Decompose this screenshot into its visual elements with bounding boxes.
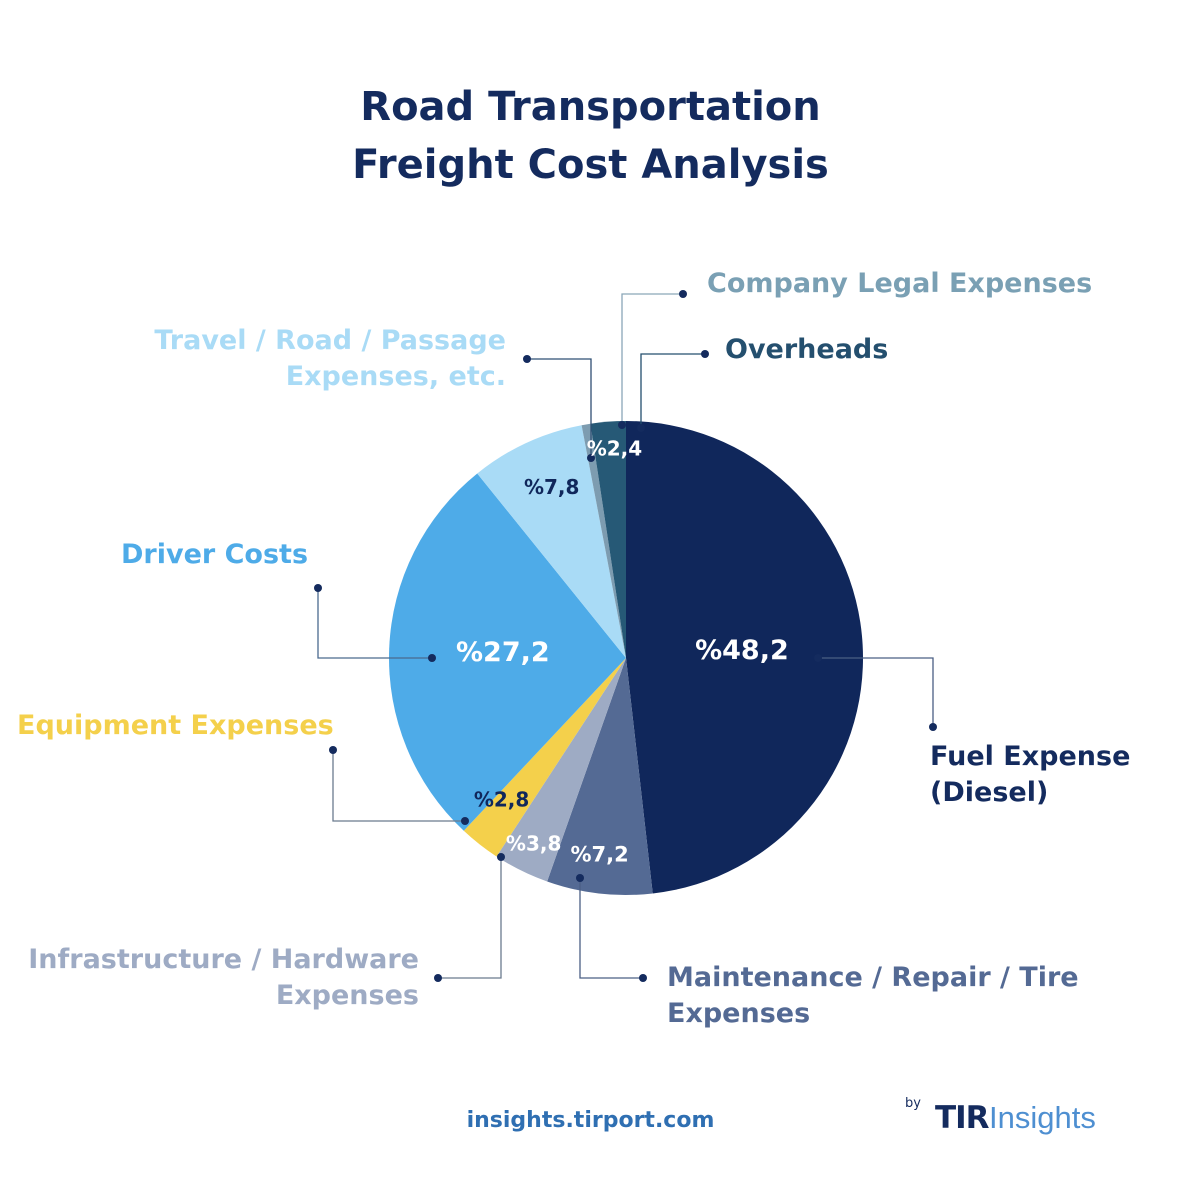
leader-equipment-dot — [329, 746, 337, 754]
leader-fuel — [818, 657, 934, 727]
brand-logo: by TIR Insights — [905, 1094, 1120, 1142]
label-maintenance: Maintenance / Repair / Tire Expenses — [667, 960, 1079, 1032]
label-travel-line-1: Travel / Road / Passage — [154, 325, 506, 356]
leader-travel — [527, 358, 592, 458]
label-maintenance-line-2: Expenses — [667, 998, 811, 1029]
pie-percent-label: %2,8 — [474, 788, 529, 812]
pie-percent-label: %7,8 — [524, 475, 579, 499]
leader-overheads-dot — [701, 350, 709, 358]
leader-overheads — [640, 353, 705, 428]
label-fuel: Fuel Expense (Diesel) — [930, 739, 1130, 811]
label-company-legal-line-1: Company Legal Expenses — [707, 268, 1093, 299]
leader-company-legal-dot — [618, 421, 626, 429]
pie-percent-label: %48,2 — [695, 635, 789, 666]
label-fuel-line-2: (Diesel) — [930, 777, 1049, 808]
pie-slice-driver-costs — [388, 473, 626, 831]
leader-infrastructure-dot — [434, 974, 442, 982]
label-infrastructure-line-2: Expenses — [275, 980, 419, 1011]
label-fuel-line-1: Fuel Expense — [930, 741, 1131, 772]
title-line-1: Road Transportation — [360, 84, 821, 130]
leader-driver-costs-dot — [428, 654, 436, 662]
pie-slice-maintenance-repair-tire-expenses — [547, 658, 653, 896]
label-travel-line-2: Expenses, etc. — [285, 361, 506, 392]
pie-slice-travel-road-passage-expenses-etc — [477, 425, 626, 658]
leader-infrastructure-dot — [497, 853, 505, 861]
leader-driver-costs — [317, 588, 432, 659]
leader-fuel-dot — [929, 723, 937, 731]
brand-tir: TIR — [935, 1100, 990, 1136]
leader-travel-dot — [587, 454, 595, 462]
leader-maintenance-dot — [639, 974, 647, 982]
label-infrastructure-line-1: Infrastructure / Hardware — [28, 944, 419, 975]
label-company-legal: Company Legal Expenses — [707, 266, 1092, 302]
pie-percent-label: %2,4 — [587, 436, 642, 460]
leader-equipment-dot — [461, 817, 469, 825]
label-driver-costs: Driver Costs — [121, 537, 308, 573]
leader-driver-costs-dot — [314, 584, 322, 592]
pie-slice-overheads — [590, 421, 626, 658]
label-equipment-line-1: Equipment Expenses — [17, 710, 334, 741]
pie-slice-equipment-expenses — [463, 658, 626, 857]
pie-slice-infrastructure-hardware-expenses — [496, 658, 626, 882]
brand-by: by — [905, 1096, 921, 1111]
pie-percent-label: %27,2 — [456, 637, 550, 668]
leader-fuel-dot — [814, 654, 822, 662]
leader-equipment — [332, 750, 465, 822]
brand-insights: Insights — [989, 1100, 1096, 1135]
label-maintenance-line-1: Maintenance / Repair / Tire — [667, 962, 1079, 993]
leader-overheads-dot — [637, 424, 645, 432]
page-title: Road Transportation Freight Cost Analysi… — [0, 78, 1181, 194]
label-overheads: Overheads — [725, 332, 888, 368]
leader-infrastructure — [438, 857, 502, 979]
label-infrastructure: Infrastructure / Hardware Expenses — [28, 942, 419, 1014]
leader-maintenance — [579, 878, 643, 979]
leader-travel-dot — [523, 355, 531, 363]
label-travel: Travel / Road / Passage Expenses, etc. — [154, 323, 506, 395]
label-overheads-line-1: Overheads — [725, 334, 889, 365]
title-line-2: Freight Cost Analysis — [352, 142, 829, 188]
footer-url[interactable]: insights.tirport.com — [466, 1108, 715, 1133]
leader-maintenance-dot — [576, 874, 584, 882]
leader-company-legal-dot — [679, 290, 687, 298]
pie-slice-company-legal-expenses — [581, 423, 626, 658]
label-equipment: Equipment Expenses — [17, 708, 334, 744]
pie-percent-label: %3,8 — [506, 832, 561, 856]
leader-company-legal — [621, 293, 683, 428]
label-driver-costs-line-1: Driver Costs — [121, 539, 309, 570]
pie-percent-label: %7,2 — [570, 842, 628, 866]
pie-slice-fuel-expense-diesel — [626, 421, 863, 894]
